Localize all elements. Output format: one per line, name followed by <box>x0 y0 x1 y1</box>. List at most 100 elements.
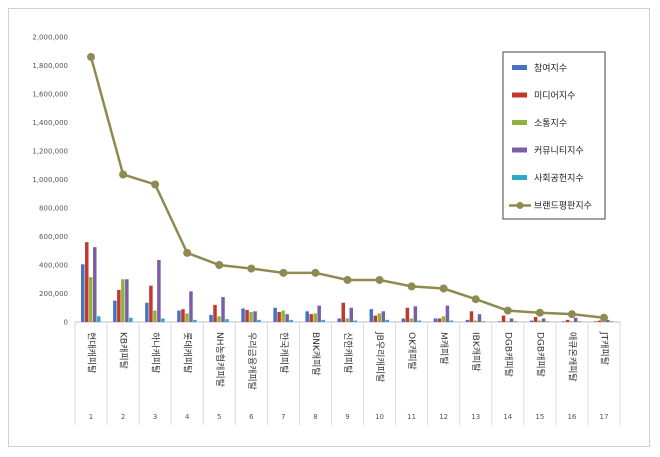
bar <box>97 316 101 322</box>
bar <box>129 317 133 322</box>
bar <box>385 319 390 322</box>
category-label: DGB캐피탈 <box>502 332 513 377</box>
y-tick-label: 400,000 <box>39 262 68 270</box>
bar <box>273 307 277 322</box>
bar <box>257 319 261 322</box>
bar <box>481 321 486 322</box>
bar <box>413 306 418 322</box>
brand-index-point <box>407 282 416 291</box>
bar <box>377 313 382 322</box>
bar <box>157 260 161 322</box>
bar <box>609 321 614 322</box>
bar <box>353 320 357 322</box>
y-tick-label: 1,000,000 <box>32 176 68 184</box>
bar <box>597 320 602 322</box>
category-label: JT캐피탈 <box>598 331 609 365</box>
bar <box>593 321 598 322</box>
category-label: 우리금융캐피탈 <box>246 332 257 390</box>
category-index: 6 <box>249 413 254 421</box>
legend-label: 브랜드평판지수 <box>534 201 592 212</box>
bar <box>469 311 474 322</box>
bar <box>417 320 422 322</box>
brand-index-point <box>375 275 384 284</box>
category-label: JB우리캐피탈 <box>374 331 385 382</box>
bar <box>149 285 153 322</box>
legend-swatch <box>512 175 527 180</box>
bar <box>285 314 289 322</box>
bar <box>501 315 506 322</box>
bar <box>121 279 125 322</box>
category-label: 롯데캐피탈 <box>182 332 193 373</box>
category-index: 15 <box>535 413 544 421</box>
bar <box>433 318 438 322</box>
bar <box>217 316 221 322</box>
y-tick-label: 1,400,000 <box>32 119 68 127</box>
y-tick-label: 2,000,000 <box>32 34 68 42</box>
bar <box>381 311 386 322</box>
bar <box>313 313 317 322</box>
category-index: 7 <box>281 413 285 421</box>
bar <box>249 312 253 322</box>
bar <box>317 305 321 322</box>
y-tick-label: 200,000 <box>39 290 68 298</box>
bar <box>545 321 550 322</box>
category-label: 한국캐피탈 <box>278 332 289 373</box>
category-label: BNK캐피탈 <box>310 332 321 376</box>
category-label: 애큐온캐피탈 <box>566 332 577 382</box>
bar <box>465 319 470 322</box>
bar <box>289 319 293 322</box>
bar <box>369 309 374 322</box>
category-index: 16 <box>567 413 576 421</box>
bar <box>321 319 325 322</box>
category-index: 1 <box>89 413 93 421</box>
brand-index-point <box>599 313 608 322</box>
category-label: 신한캐피탈 <box>342 332 353 373</box>
bar <box>541 318 546 322</box>
category-index: 9 <box>345 413 349 421</box>
bar <box>221 297 225 322</box>
brand-index-point <box>215 261 224 269</box>
bar <box>513 321 518 322</box>
bar <box>505 321 510 322</box>
legend-swatch <box>512 92 527 98</box>
category-label: DGB캐피탈 <box>534 332 545 377</box>
category-label: 현대캐피탈 <box>86 332 97 373</box>
bar <box>537 320 542 322</box>
bar <box>113 300 117 322</box>
category-index: 8 <box>313 413 317 421</box>
bar <box>373 315 378 322</box>
legend-swatch <box>512 120 527 125</box>
legend-swatch <box>512 147 527 153</box>
bar <box>565 319 570 322</box>
bar <box>529 320 534 322</box>
bar <box>309 314 313 322</box>
category-label: NH농협캐피탈 <box>214 332 226 387</box>
brand-index-point <box>343 275 352 284</box>
legend-swatch <box>512 65 527 70</box>
bar <box>445 305 450 322</box>
bar <box>533 317 538 322</box>
brand-index-point <box>87 52 96 61</box>
y-tick-label: 800,000 <box>39 205 68 213</box>
bar <box>125 279 129 322</box>
bar <box>437 318 442 322</box>
y-tick-label: 600,000 <box>39 233 68 241</box>
category-index: 12 <box>439 413 448 421</box>
bar <box>477 314 482 322</box>
bar <box>573 317 578 322</box>
brand-index-point <box>151 180 160 189</box>
category-index: 11 <box>407 413 416 421</box>
bar <box>189 291 193 322</box>
legend-label: 커뮤니티지수 <box>534 146 584 157</box>
category-label: OK캐피탈 <box>406 332 417 370</box>
bar <box>401 318 406 322</box>
bar <box>93 247 97 322</box>
legend-label: 사회공헌지수 <box>534 173 584 184</box>
bar <box>509 318 514 322</box>
brand-index-point <box>183 248 192 257</box>
bar <box>253 311 257 322</box>
brand-index-point <box>311 268 320 277</box>
bar <box>577 321 582 322</box>
brand-index-point <box>535 308 544 317</box>
